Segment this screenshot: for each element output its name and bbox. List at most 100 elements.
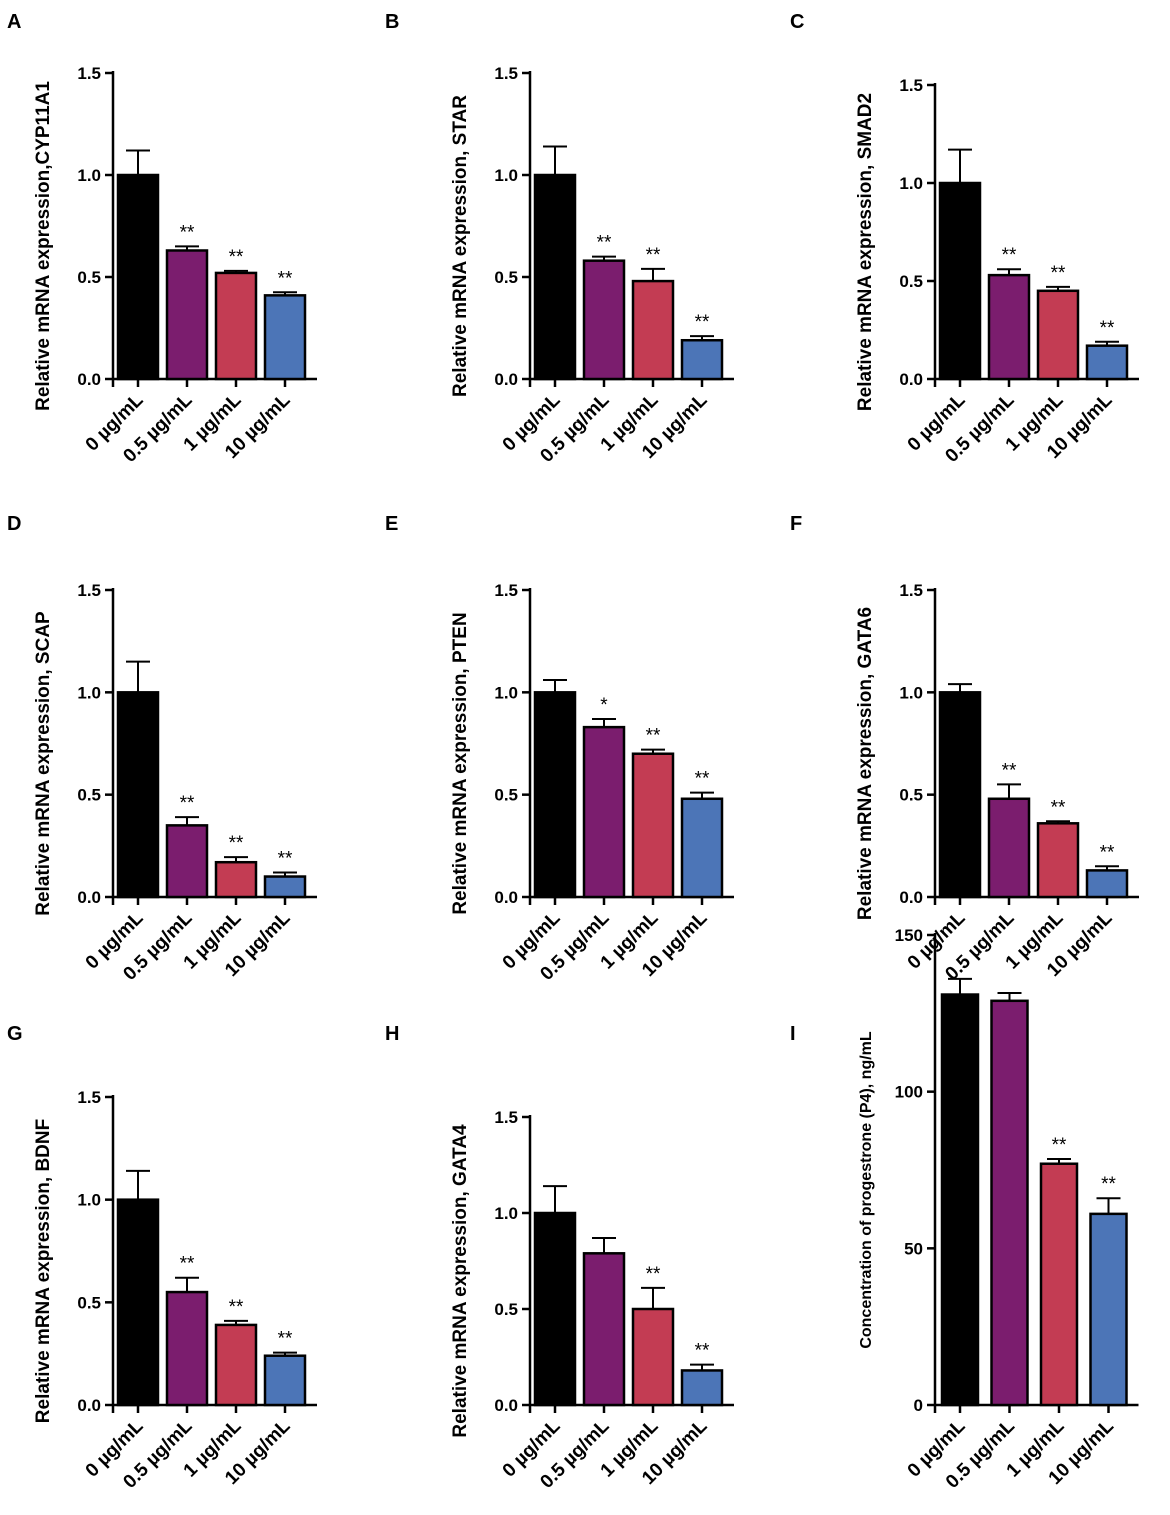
y-tick-label: 0.0 bbox=[494, 888, 518, 907]
y-tick-label: 1.0 bbox=[77, 1191, 101, 1210]
panel-letter: A bbox=[7, 11, 21, 33]
bar bbox=[116, 1198, 160, 1407]
y-tick-label: 0.0 bbox=[77, 1396, 101, 1415]
bar bbox=[533, 691, 577, 899]
bar bbox=[1089, 1212, 1128, 1407]
bar bbox=[938, 181, 982, 381]
y-tick-label: 0.5 bbox=[77, 1293, 101, 1312]
bar bbox=[165, 1290, 209, 1407]
bar bbox=[582, 1252, 626, 1407]
y-axis-label: Relative mRNA expression, BDNF bbox=[33, 1119, 54, 1423]
significance-marker: ** bbox=[1051, 263, 1066, 284]
bar bbox=[680, 1369, 724, 1407]
significance-marker: ** bbox=[646, 1264, 661, 1285]
y-tick-label: 0.0 bbox=[494, 1396, 518, 1415]
bar bbox=[263, 294, 307, 381]
bar bbox=[116, 173, 160, 381]
significance-marker: ** bbox=[229, 247, 244, 268]
y-tick-label: 1.0 bbox=[494, 683, 518, 702]
bar bbox=[987, 273, 1031, 381]
y-tick-label: 1.0 bbox=[77, 683, 101, 702]
y-axis-label: Relative mRNA expression,CYP11A1 bbox=[33, 81, 54, 411]
significance-marker: ** bbox=[278, 268, 293, 289]
y-axis-label: Relative mRNA expression, SCAP bbox=[33, 611, 54, 916]
panel-d: D 0.0 0.5 1.0 1.5 Relative mRNA expression, S… bbox=[7, 513, 317, 985]
significance-marker: ** bbox=[180, 793, 195, 814]
y-tick-label: 0.5 bbox=[899, 272, 923, 291]
y-tick-label: 1.0 bbox=[899, 683, 923, 702]
panel-i: I 0 50 100 150 Concentration of progestrone (… bbox=[790, 926, 1139, 1493]
bar bbox=[263, 875, 307, 899]
y-tick-label: 0.5 bbox=[494, 1300, 518, 1319]
bar bbox=[1039, 1162, 1079, 1407]
bar bbox=[1085, 869, 1129, 899]
bar bbox=[680, 338, 724, 381]
bar bbox=[631, 279, 675, 381]
bar bbox=[940, 993, 980, 1407]
significance-marker: ** bbox=[597, 233, 612, 254]
panel-b: B 0.0 0.5 1.0 1.5 Relative mRNA expression, S… bbox=[385, 11, 734, 467]
significance-marker: ** bbox=[695, 312, 710, 333]
significance-marker: ** bbox=[180, 222, 195, 243]
y-tick-label: 1.5 bbox=[77, 64, 101, 83]
y-axis-label: Relative mRNA expression, GATA4 bbox=[450, 1124, 471, 1438]
significance-marker: ** bbox=[229, 833, 244, 854]
y-tick-label: 1.0 bbox=[899, 174, 923, 193]
y-tick-label: 0.5 bbox=[77, 268, 101, 287]
y-axis-label: Relative mRNA expression, STAR bbox=[450, 95, 471, 397]
bar bbox=[116, 691, 160, 899]
significance-marker: ** bbox=[278, 848, 293, 869]
bar bbox=[631, 1307, 675, 1407]
significance-marker: ** bbox=[229, 1297, 244, 1318]
panel-letter: D bbox=[7, 513, 21, 535]
significance-marker: ** bbox=[1101, 1174, 1116, 1195]
y-tick-label: 1.5 bbox=[494, 1108, 518, 1127]
y-tick-label: 1.0 bbox=[77, 166, 101, 185]
panel-letter: G bbox=[7, 1023, 23, 1045]
significance-marker: ** bbox=[695, 1341, 710, 1362]
y-tick-label: 0.0 bbox=[899, 888, 923, 907]
y-tick-label: 0.5 bbox=[77, 786, 101, 805]
y-tick-label: 1.5 bbox=[77, 1088, 101, 1107]
bar bbox=[1085, 344, 1129, 381]
y-tick-label: 1.5 bbox=[494, 64, 518, 83]
y-axis-label: Relative mRNA expression, GATA6 bbox=[855, 607, 876, 920]
panel-f: F 0.0 0.5 1.0 1.5 Relative mRNA expression, G… bbox=[790, 513, 1139, 985]
y-tick-label: 0 bbox=[914, 1396, 923, 1415]
bar bbox=[987, 797, 1031, 899]
panel-letter: F bbox=[790, 513, 802, 535]
y-tick-label: 0.0 bbox=[77, 370, 101, 389]
y-tick-label: 0.5 bbox=[899, 786, 923, 805]
significance-marker: ** bbox=[646, 245, 661, 266]
bar bbox=[214, 860, 258, 899]
panel-letter: C bbox=[790, 11, 804, 33]
panel-a: A 0.0 0.5 1.0 1.5 Relative mRNA expression,CY… bbox=[7, 11, 317, 467]
panel-g: G 0.0 0.5 1.0 1.5 Relative mRNA expression, B… bbox=[7, 1023, 317, 1493]
panel-letter: H bbox=[385, 1023, 399, 1045]
significance-marker: ** bbox=[1002, 760, 1017, 781]
bar bbox=[533, 1211, 577, 1407]
bar bbox=[533, 173, 577, 381]
significance-marker: ** bbox=[1052, 1135, 1067, 1156]
bar bbox=[1036, 822, 1080, 899]
y-tick-label: 1.0 bbox=[494, 166, 518, 185]
y-tick-label: 150 bbox=[895, 926, 923, 945]
panel-h: H 0.0 0.5 1.0 1.5 Relative mRNA expression, G… bbox=[385, 1023, 734, 1493]
significance-marker: ** bbox=[1100, 318, 1115, 339]
y-axis-label: Concentration of progestrone (P4), ng/mL bbox=[858, 1031, 875, 1349]
y-tick-label: 0.0 bbox=[77, 888, 101, 907]
y-tick-label: 50 bbox=[904, 1239, 923, 1258]
significance-marker: ** bbox=[695, 769, 710, 790]
panel-c: C 0.0 0.5 1.0 1.5 Relative mRNA expression, S… bbox=[790, 11, 1139, 467]
bar bbox=[938, 691, 982, 899]
significance-marker: ** bbox=[1100, 842, 1115, 863]
y-axis-label: Relative mRNA expression, SMAD2 bbox=[855, 93, 876, 411]
significance-marker: * bbox=[600, 695, 608, 716]
y-tick-label: 0.5 bbox=[494, 268, 518, 287]
bar bbox=[1036, 289, 1080, 381]
panel-letter: I bbox=[790, 1023, 796, 1045]
bar bbox=[214, 271, 258, 381]
panel-letter: E bbox=[385, 513, 398, 535]
significance-marker: ** bbox=[1002, 245, 1017, 266]
